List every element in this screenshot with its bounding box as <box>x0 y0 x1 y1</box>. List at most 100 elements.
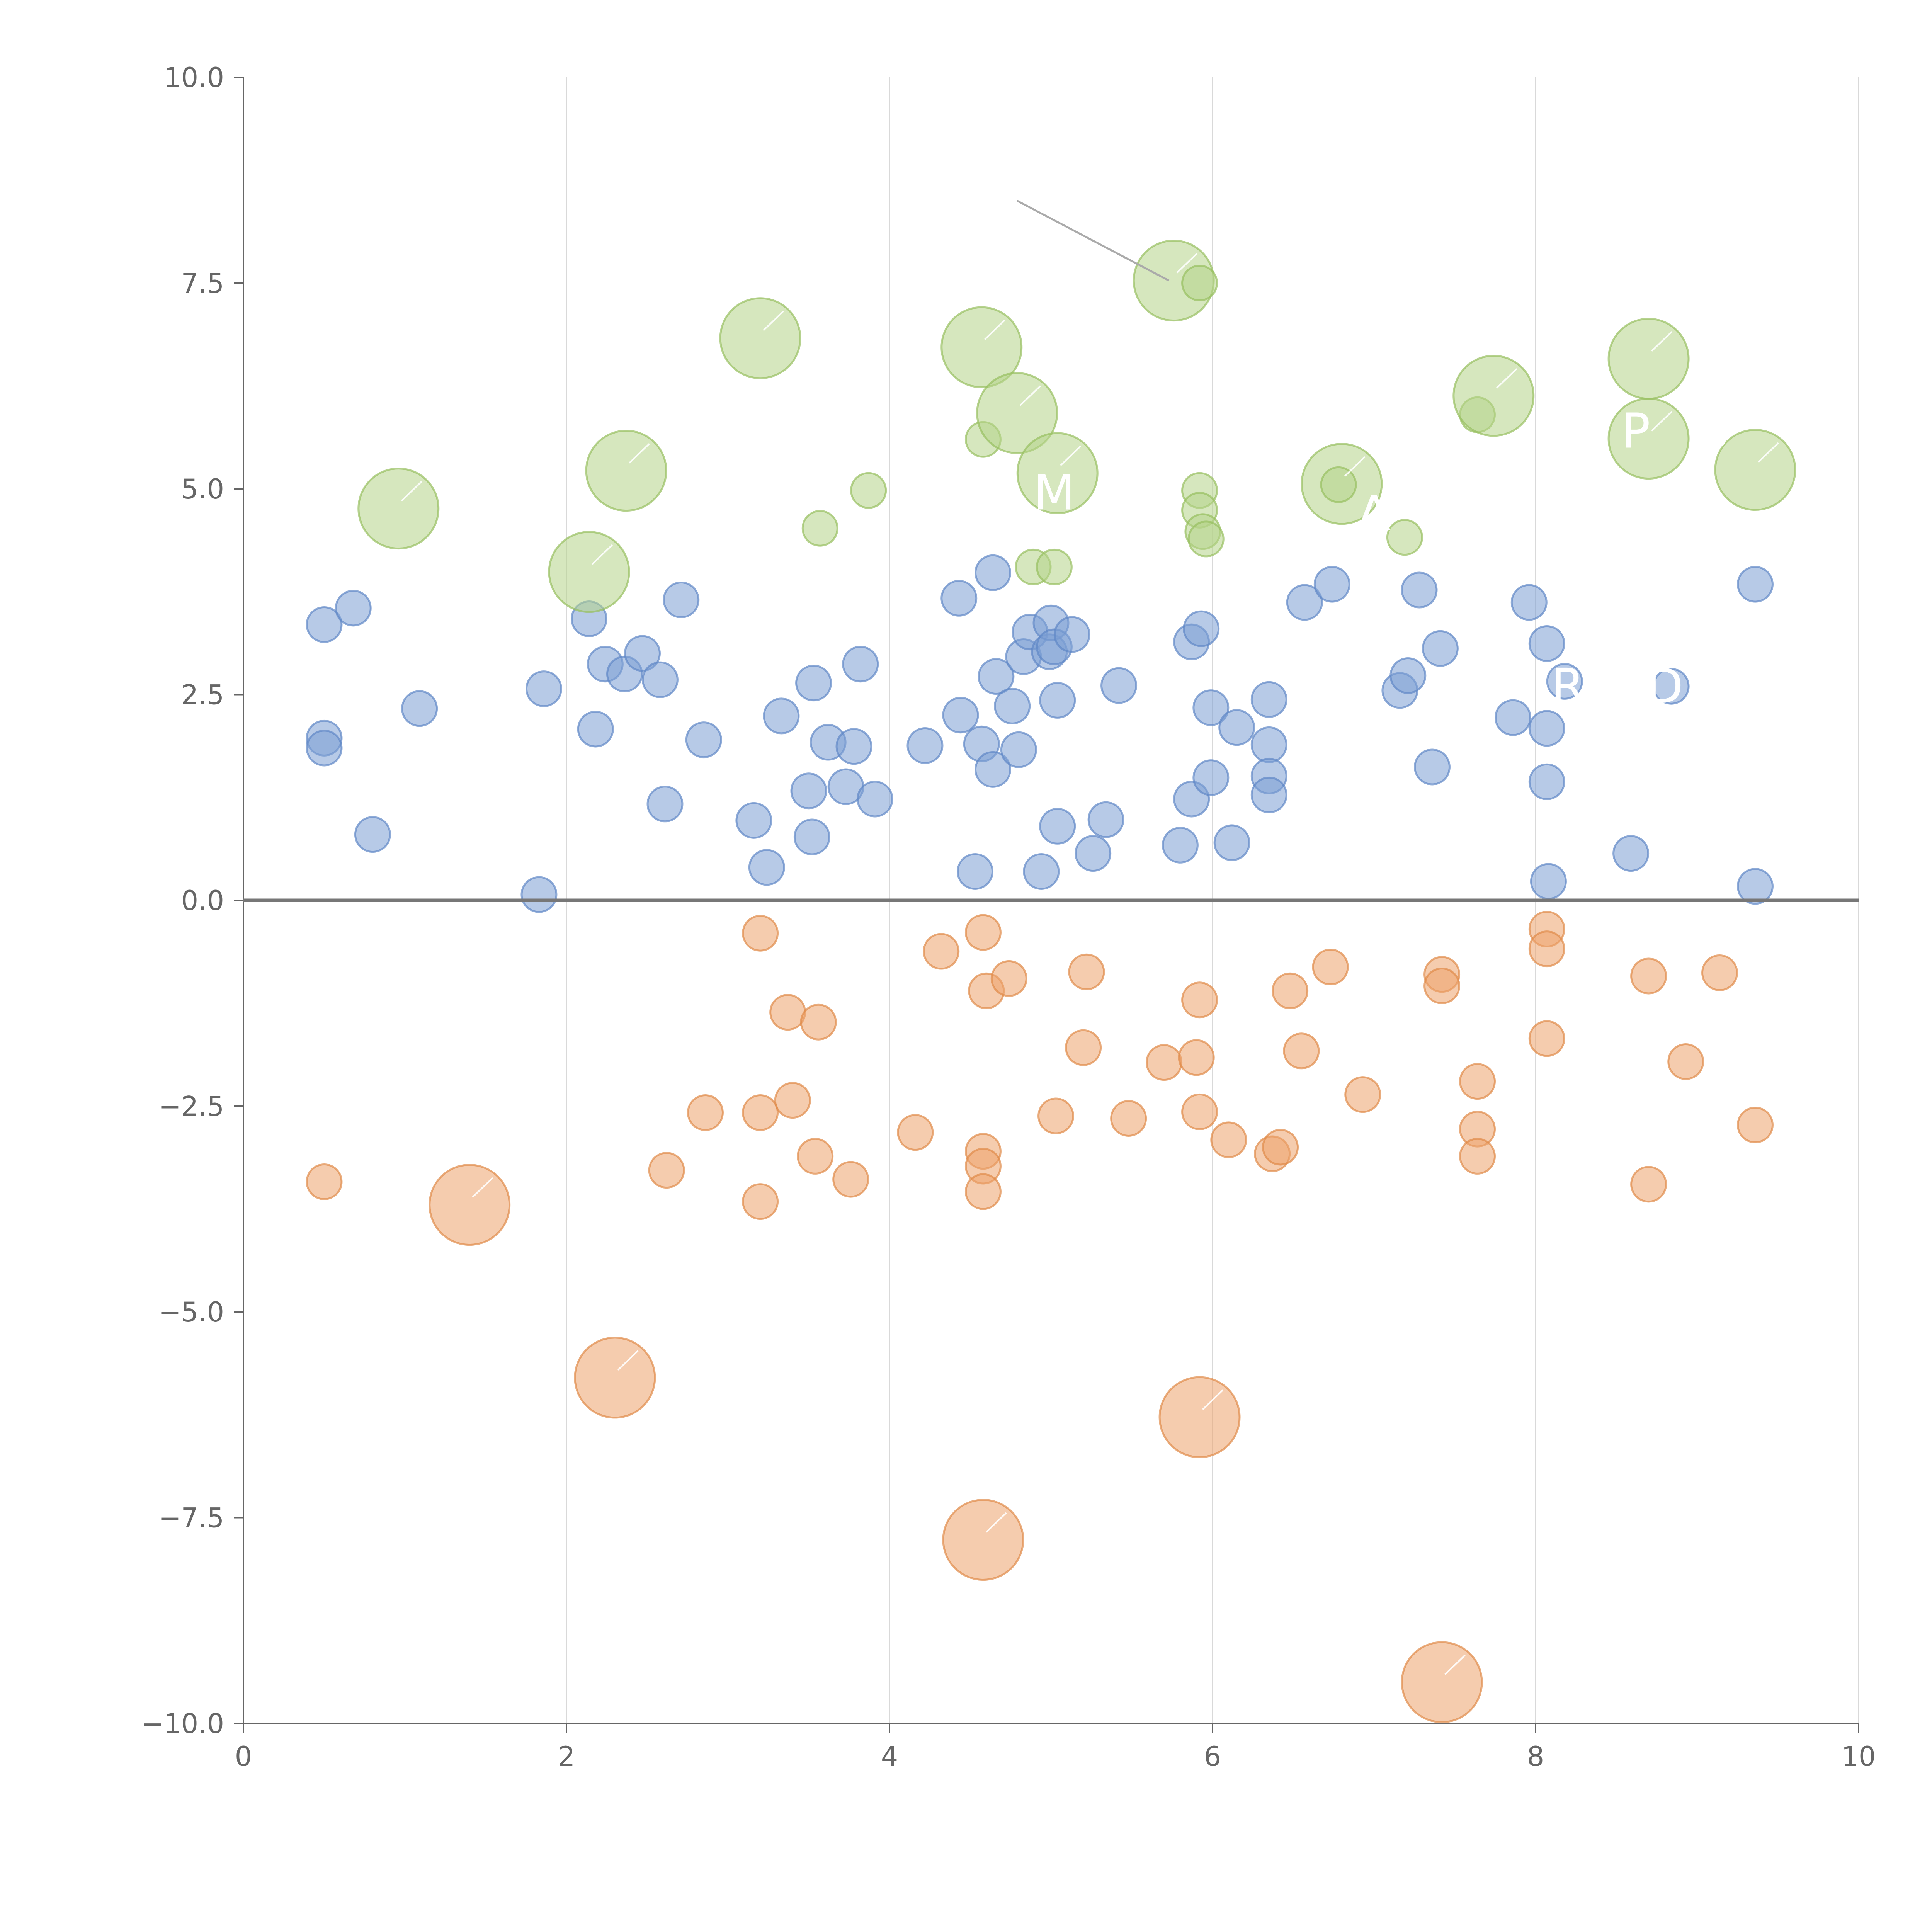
green-bubble <box>1181 265 1218 301</box>
blue-bubble <box>1546 663 1583 700</box>
blue-bubble <box>994 687 1031 724</box>
blue-bubble <box>975 554 1012 591</box>
orange-bubble <box>942 1499 1024 1581</box>
blue-bubble <box>1218 709 1255 746</box>
blue-bubble <box>401 690 438 727</box>
blue-bubble <box>1213 824 1250 861</box>
blue-bubble <box>1422 630 1459 667</box>
blue-bubble <box>306 730 343 767</box>
blue-bubble <box>793 818 830 855</box>
orange-bubble <box>1283 1032 1320 1070</box>
blue-bubble <box>1389 657 1427 694</box>
orange-bubble <box>742 1183 779 1220</box>
blue-bubble <box>1510 584 1548 621</box>
orange-bubble <box>1037 1097 1075 1134</box>
orange-bubble <box>1344 1076 1381 1113</box>
orange-bubble <box>742 915 779 952</box>
blue-bubble <box>735 802 772 839</box>
blue-bubble <box>1250 776 1287 813</box>
bubble-connector <box>1176 253 1198 274</box>
blue-bubble <box>1250 726 1287 763</box>
bubble-label: D <box>1646 658 1683 714</box>
blue-bubble <box>763 697 800 735</box>
blue-bubble <box>748 849 785 886</box>
green-bubble <box>850 472 887 509</box>
blue-bubble <box>1250 681 1287 718</box>
x-tick-label: 10 <box>1841 1741 1876 1772</box>
orange-bubble <box>832 1161 869 1198</box>
blue-bubble <box>906 727 944 764</box>
bubble-connector <box>1019 385 1041 406</box>
green-bubble <box>1607 318 1690 400</box>
blue-bubble <box>1053 616 1090 653</box>
blue-bubble <box>525 670 562 707</box>
orange-bubble <box>1459 1138 1496 1175</box>
blue-bubble <box>1192 689 1230 726</box>
x-tick-label: 4 <box>881 1741 898 1772</box>
orange-bubble <box>1262 1129 1299 1166</box>
orange-bubble <box>1528 930 1565 968</box>
x-tick-label: 2 <box>558 1741 575 1772</box>
x-tick-label: 6 <box>1204 1741 1221 1772</box>
orange-bubble <box>687 1094 724 1131</box>
orange-bubble <box>964 1173 1002 1210</box>
y-tick-label: 0.0 <box>181 885 224 917</box>
bubble-labels: M P S A R D <box>1033 403 1728 714</box>
y-tick-label: −2.5 <box>158 1091 224 1122</box>
orange-bubble <box>774 1082 811 1119</box>
blue-bubble <box>1023 853 1060 890</box>
bubble-connector <box>1496 368 1517 389</box>
bubble-connector <box>1344 456 1366 477</box>
orange-bubble <box>800 1003 837 1041</box>
green-bubble <box>976 372 1058 454</box>
bubble-connector <box>984 320 1005 340</box>
bubble-connector <box>592 544 613 565</box>
blue-bubble <box>957 853 994 890</box>
y-tick-label: −10.0 <box>141 1708 224 1740</box>
bubble-label: P <box>1621 403 1650 459</box>
blue-bubble <box>1528 625 1565 662</box>
blue-bubble <box>978 658 1015 695</box>
blue-bubble <box>1612 835 1650 872</box>
orange-bubble <box>1065 1029 1102 1066</box>
blue-bubble <box>641 661 679 698</box>
blue-bubble <box>1528 710 1565 747</box>
bubble-connector <box>472 1177 493 1198</box>
blue-bubble <box>1313 566 1350 603</box>
blue-bubble <box>1087 801 1124 838</box>
blue-bubble <box>646 786 684 823</box>
blue-bubble <box>1192 759 1230 796</box>
leader-lines <box>401 200 1779 1675</box>
y-tick-label: −7.5 <box>158 1502 224 1534</box>
bubble-label: R <box>1551 658 1585 714</box>
orange-bubble <box>964 914 1002 951</box>
bubble-connector <box>763 310 784 331</box>
orange-bubble <box>1178 1039 1215 1076</box>
orange-bubble <box>1181 1093 1218 1130</box>
bubble-connector <box>1060 446 1082 466</box>
green-bubble <box>1386 519 1423 556</box>
blue-bubble <box>1286 584 1323 621</box>
orange-bubble <box>1110 1100 1147 1137</box>
blue-bubble <box>306 606 343 643</box>
blue-bubble <box>1401 571 1438 609</box>
bubble-connector <box>629 443 650 464</box>
bubble-layer <box>306 240 1796 1723</box>
green-bubble <box>585 430 667 512</box>
green-bubble <box>719 297 801 379</box>
blue-bubble <box>842 646 879 683</box>
green-bubble <box>1607 398 1690 480</box>
green-bubble <box>357 468 440 550</box>
green-bubble <box>1187 520 1225 558</box>
leader-line <box>1017 200 1170 282</box>
blue-bubble <box>1653 668 1690 705</box>
orange-bubble <box>574 1337 656 1419</box>
blue-bubble <box>1183 610 1220 647</box>
blue-bubble <box>520 876 558 913</box>
green-bubble <box>548 531 630 613</box>
axes <box>243 77 1859 1724</box>
blue-bubble <box>1100 667 1138 704</box>
orange-bubble <box>1459 1063 1496 1100</box>
blue-bubble <box>790 772 827 810</box>
orange-bubble <box>797 1138 834 1175</box>
